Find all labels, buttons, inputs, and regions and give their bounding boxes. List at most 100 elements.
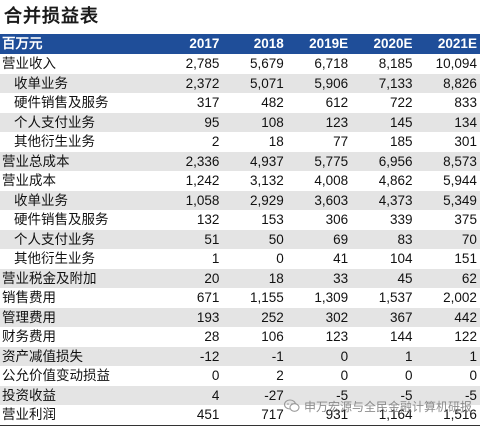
value-cell-2019e: -5 xyxy=(336,387,349,403)
value-cell-2021e: 151 xyxy=(454,251,477,266)
row-label: 公允价值变动损益 xyxy=(2,368,110,383)
row-label: 投资收益 xyxy=(2,387,56,403)
value-cell-2019e: 5,906 xyxy=(314,75,349,91)
table-title: 合并损益表 xyxy=(4,6,99,26)
value-cell-2017: 317 xyxy=(196,95,220,110)
table-row: 公允价值变动损益 0 2 0 0 0 xyxy=(0,366,480,386)
value-cell-2021e: 833 xyxy=(454,95,477,110)
value-cell-2018: 5,679 xyxy=(249,56,284,71)
value-cell-2020e: -5 xyxy=(400,387,413,403)
header-year-2017: 2017 xyxy=(189,36,220,51)
row-label: 营业收入 xyxy=(2,56,56,71)
value-cell-2020e: 339 xyxy=(390,212,413,227)
value-cell-2021e: 5,349 xyxy=(443,192,477,208)
value-cell-2020e: 8,185 xyxy=(378,56,413,71)
table-row: 管理费用 193 252 302 367 442 xyxy=(0,307,480,327)
value-cell-2020e: 4,862 xyxy=(378,173,413,188)
value-cell-2021e: 10,094 xyxy=(435,56,477,71)
value-cell-2021e: 442 xyxy=(454,309,477,325)
value-cell-2018: 50 xyxy=(268,231,284,247)
value-cell-2018: 18 xyxy=(268,270,284,286)
value-cell-2017: 2,336 xyxy=(185,153,220,169)
value-cell-2017: 1 xyxy=(211,251,220,266)
header-year-2018: 2018 xyxy=(253,36,284,51)
value-cell-2021e: 375 xyxy=(454,212,477,227)
value-cell-2019e: 302 xyxy=(325,309,349,325)
value-cell-2021e: -5 xyxy=(464,387,477,403)
value-cell-2021e: 301 xyxy=(454,134,477,149)
table-row: 营业成本 1,242 3,132 4,008 4,862 5,944 xyxy=(0,171,480,191)
row-label: 其他衍生业务 xyxy=(14,251,95,266)
value-cell-2020e: 1,164 xyxy=(378,407,413,422)
row-label: 其他衍生业务 xyxy=(14,134,95,149)
table-row: 其他衍生业务 1 0 41 104 151 xyxy=(0,249,480,269)
value-cell-2020e: 104 xyxy=(390,251,413,266)
value-cell-2021e: 134 xyxy=(454,114,477,130)
table-row: 营业总成本 2,336 4,937 5,775 6,956 8,573 xyxy=(0,151,480,171)
table-header-row: 百万元 2017 2018 2019E 2020E 2021E xyxy=(0,34,480,54)
row-label: 资产减值损失 xyxy=(2,348,83,364)
value-cell-2017: 20 xyxy=(204,270,220,286)
value-cell-2018: 2,929 xyxy=(249,192,284,208)
value-cell-2020e: 4,373 xyxy=(378,192,413,208)
value-cell-2018: 18 xyxy=(268,134,284,149)
value-cell-2018: 0 xyxy=(276,251,284,266)
value-cell-2019e: 123 xyxy=(325,329,349,344)
row-label: 财务费用 xyxy=(2,329,56,344)
value-cell-2020e: 1,537 xyxy=(378,290,413,305)
value-cell-2020e: 45 xyxy=(397,270,413,286)
value-cell-2018: 4,937 xyxy=(249,153,284,169)
value-cell-2019e: 0 xyxy=(340,368,349,383)
value-cell-2017: 671 xyxy=(196,290,220,305)
value-cell-2017: 4 xyxy=(211,387,220,403)
value-cell-2021e: 1,516 xyxy=(443,407,477,422)
header-unit: 百万元 xyxy=(2,36,43,51)
table-row: 收单业务 2,372 5,071 5,906 7,133 8,826 xyxy=(0,73,480,93)
row-label: 营业利润 xyxy=(2,407,56,422)
value-cell-2018: -1 xyxy=(271,348,284,364)
value-cell-2021e: 5,944 xyxy=(443,173,477,188)
value-cell-2019e: 931 xyxy=(325,407,349,422)
value-cell-2018: 252 xyxy=(261,309,284,325)
value-cell-2019e: 4,008 xyxy=(314,173,349,188)
table-row: 营业收入 2,785 5,679 6,718 8,185 10,094 xyxy=(0,54,480,74)
value-cell-2020e: 83 xyxy=(397,231,413,247)
value-cell-2019e: 33 xyxy=(333,270,349,286)
value-cell-2017: 132 xyxy=(196,212,220,227)
value-cell-2017: 95 xyxy=(204,114,220,130)
value-cell-2021e: 8,573 xyxy=(443,153,477,169)
value-cell-2021e: 2,002 xyxy=(443,290,477,305)
row-label: 硬件销售及服务 xyxy=(14,95,109,110)
value-cell-2018: 108 xyxy=(261,114,284,130)
table-row: 个人支付业务 51 50 69 83 70 xyxy=(0,229,480,249)
row-label: 个人支付业务 xyxy=(14,231,95,247)
value-cell-2021e: 122 xyxy=(454,329,477,344)
value-cell-2017: 0 xyxy=(211,368,220,383)
value-cell-2021e: 1 xyxy=(469,348,477,364)
table-row: 收单业务 1,058 2,929 3,603 4,373 5,349 xyxy=(0,190,480,210)
value-cell-2018: 153 xyxy=(261,212,284,227)
value-cell-2018: 3,132 xyxy=(249,173,284,188)
value-cell-2019e: 41 xyxy=(333,251,349,266)
value-cell-2017: 1,242 xyxy=(185,173,220,188)
value-cell-2018: 106 xyxy=(261,329,284,344)
value-cell-2017: 2,372 xyxy=(185,75,220,91)
value-cell-2018: -27 xyxy=(264,387,284,403)
table-row: 销售费用 671 1,155 1,309 1,537 2,002 xyxy=(0,288,480,308)
value-cell-2020e: 722 xyxy=(390,95,413,110)
table-row: 营业税金及附加 20 18 33 45 62 xyxy=(0,268,480,288)
value-cell-2020e: 1 xyxy=(405,348,413,364)
value-cell-2020e: 7,133 xyxy=(378,75,413,91)
table-body: 营业收入 2,785 5,679 6,718 8,185 10,094 收单业务 2,372 5… xyxy=(0,54,480,426)
value-cell-2020e: 0 xyxy=(405,368,413,383)
value-cell-2018: 1,155 xyxy=(249,290,284,305)
value-cell-2017: 28 xyxy=(204,329,220,344)
value-cell-2020e: 367 xyxy=(390,309,413,325)
value-cell-2019e: 69 xyxy=(333,231,349,247)
value-cell-2017: 193 xyxy=(196,309,220,325)
value-cell-2021e: 62 xyxy=(461,270,477,286)
value-cell-2020e: 6,956 xyxy=(378,153,413,169)
table-row: 资产减值损失 -12 -1 0 1 1 xyxy=(0,346,480,366)
row-label: 收单业务 xyxy=(14,192,68,208)
value-cell-2019e: 306 xyxy=(325,212,349,227)
